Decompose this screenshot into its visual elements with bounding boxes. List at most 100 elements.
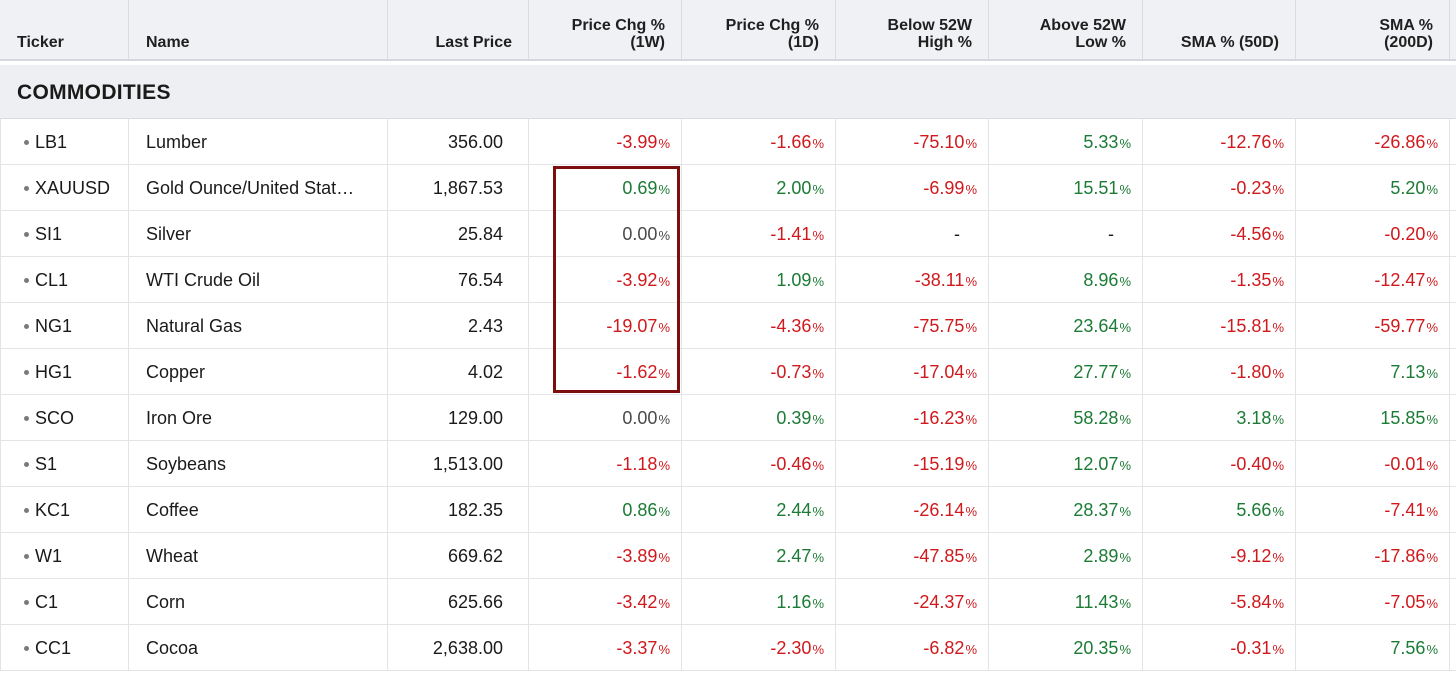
table-row[interactable]: C1 Corn 625.66 -3.42% 1.16% -24.37% 11.43% -5.8… [0,579,1456,625]
percent-value: -1.41% [770,224,824,245]
cell-sma50: -9.12% [1143,533,1296,579]
table-row[interactable]: XAUUSD Gold Ounce/United Stat… 1,867.53 0.6… [0,165,1456,211]
cell-below52: -24.37% [836,579,989,625]
percent-symbol: % [812,227,824,243]
percent-symbol: % [658,227,670,243]
percent-number: -9.12 [1230,545,1272,566]
ticker-symbol[interactable]: S1 [35,453,58,474]
percent-symbol: % [1426,273,1438,289]
ticker-symbol[interactable]: KC1 [35,499,71,520]
bullet-icon [24,139,29,145]
ticker-symbol[interactable]: XAUUSD [35,177,111,198]
table-row[interactable]: CC1 Cocoa 2,638.00 -3.37% -2.30% -6.82% 20.35%… [0,625,1456,671]
instrument-name[interactable]: WTI Crude Oil [146,269,261,290]
percent-number: -38.11 [914,269,965,290]
percent-symbol: % [965,181,977,197]
instrument-name[interactable]: Copper [146,361,206,382]
cell-below52: -38.11% [836,257,989,303]
cell-ticker: S1 [0,441,129,487]
instrument-name[interactable]: Wheat [146,545,199,566]
last-price-value: 625.66 [447,591,503,612]
column-header-sma-50d[interactable]: SMA % (50D) [1143,0,1296,59]
percent-number: -17.04 [913,361,965,382]
percent-number: 2.47 [776,545,812,566]
percent-symbol: % [1272,595,1284,611]
table-row[interactable]: NG1 Natural Gas 2.43 -19.07% -4.36% -75.75% 23… [0,303,1456,349]
percent-number: -19.07 [606,315,658,336]
percent-number: -3.37 [616,637,658,658]
table-row[interactable]: SCO Iron Ore 129.00 0.00% 0.39% -16.23% 58.28%… [0,395,1456,441]
column-header-last-price[interactable]: Last Price [388,0,529,59]
instrument-name[interactable]: Cocoa [146,637,199,658]
percent-value: -3.37% [616,638,670,659]
instrument-name[interactable]: Coffee [146,499,199,520]
cell-ticker: KC1 [0,487,129,533]
instrument-name[interactable]: Corn [146,591,186,612]
column-header-ticker[interactable]: Ticker [0,0,129,59]
cell-sma200: -26.86% [1296,119,1450,165]
cell-sma50: -5.84% [1143,579,1296,625]
percent-symbol: % [658,135,670,151]
column-header-price-chg-1d[interactable]: Price Chg % (1D) [682,0,836,59]
cell-last: 1,867.53 [388,165,529,211]
percent-symbol: % [658,549,670,565]
percent-symbol: % [1272,181,1284,197]
column-header-sma-200d[interactable]: SMA % (200D) [1296,0,1450,59]
cell-last: 356.00 [388,119,529,165]
percent-number: -0.23 [1230,177,1272,198]
percent-symbol: % [965,365,977,381]
percent-number: 2.89 [1083,545,1119,566]
cell-sma200: 7.13% [1296,349,1450,395]
ticker-symbol[interactable]: CC1 [35,637,72,658]
instrument-name[interactable]: Silver [146,223,192,244]
percent-value: 1.16% [776,592,824,613]
table-row[interactable]: HG1 Copper 4.02 -1.62% -0.73% -17.04% 27.77% -1… [0,349,1456,395]
cell-chg1d: 1.16% [682,579,836,625]
ticker-symbol[interactable]: HG1 [35,361,73,382]
cell-name: WTI Crude Oil [129,257,388,303]
percent-value: -0.46% [770,454,824,475]
ticker-symbol[interactable]: SI1 [35,223,63,244]
percent-number: 1.09 [776,269,812,290]
cell-chg1d: 1.09% [682,257,836,303]
column-header-above-52w-low[interactable]: Above 52W Low % [989,0,1143,59]
percent-value: -47.85% [913,546,977,567]
instrument-name[interactable]: Iron Ore [146,407,213,428]
instrument-name[interactable]: Lumber [146,131,208,152]
percent-number: -6.99 [923,177,965,198]
cell-above52: 2.89% [989,533,1143,579]
ticker-symbol[interactable]: NG1 [35,315,73,336]
table-row[interactable]: LB1 Lumber 356.00 -3.99% -1.66% -75.10% 5.33% -… [0,119,1456,165]
instrument-name[interactable]: Gold Ounce/United Stat… [146,177,355,198]
percent-value: -7.05% [1384,592,1438,613]
ticker-symbol[interactable]: C1 [35,591,59,612]
table-row[interactable]: SI1 Silver 25.84 0.00% -1.41% - - -4.56% -0.20% [0,211,1456,257]
column-header-price-chg-1w[interactable]: Price Chg % (1W) [529,0,682,59]
instrument-name[interactable]: Soybeans [146,453,227,474]
percent-value: -1.35% [1230,270,1284,291]
cell-ticker: CC1 [0,625,129,671]
table-row[interactable]: S1 Soybeans 1,513.00 -1.18% -0.46% -15.19% 12.… [0,441,1456,487]
ticker-symbol[interactable]: SCO [35,407,75,428]
percent-number: -0.73 [770,361,812,382]
percent-value: 5.20% [1390,178,1438,199]
cell-above52: 23.64% [989,303,1143,349]
cell-sma50: -1.35% [1143,257,1296,303]
column-header-name[interactable]: Name [129,0,388,59]
cell-sma50: -1.80% [1143,349,1296,395]
table-row[interactable]: KC1 Coffee 182.35 0.86% 2.44% -26.14% 28.37% 5.… [0,487,1456,533]
column-header-below-52w-high[interactable]: Below 52W High % [836,0,989,59]
percent-value: -3.42% [616,592,670,613]
table-row[interactable]: W1 Wheat 669.62 -3.89% 2.47% -47.85% 2.89% -9.1… [0,533,1456,579]
ticker-symbol[interactable]: W1 [35,545,62,566]
ticker-symbol[interactable]: LB1 [35,131,68,152]
percent-value: -0.31% [1230,638,1284,659]
percent-number: -26.86 [1374,131,1426,152]
percent-value: -1.62% [616,362,670,383]
percent-symbol: % [1119,549,1131,565]
instrument-name[interactable]: Natural Gas [146,315,243,336]
ticker-symbol[interactable]: CL1 [35,269,69,290]
percent-value: -26.14% [913,500,977,521]
percent-value: -17.86% [1374,546,1438,567]
table-row[interactable]: CL1 WTI Crude Oil 76.54 -3.92% 1.09% -38.11% 8… [0,257,1456,303]
